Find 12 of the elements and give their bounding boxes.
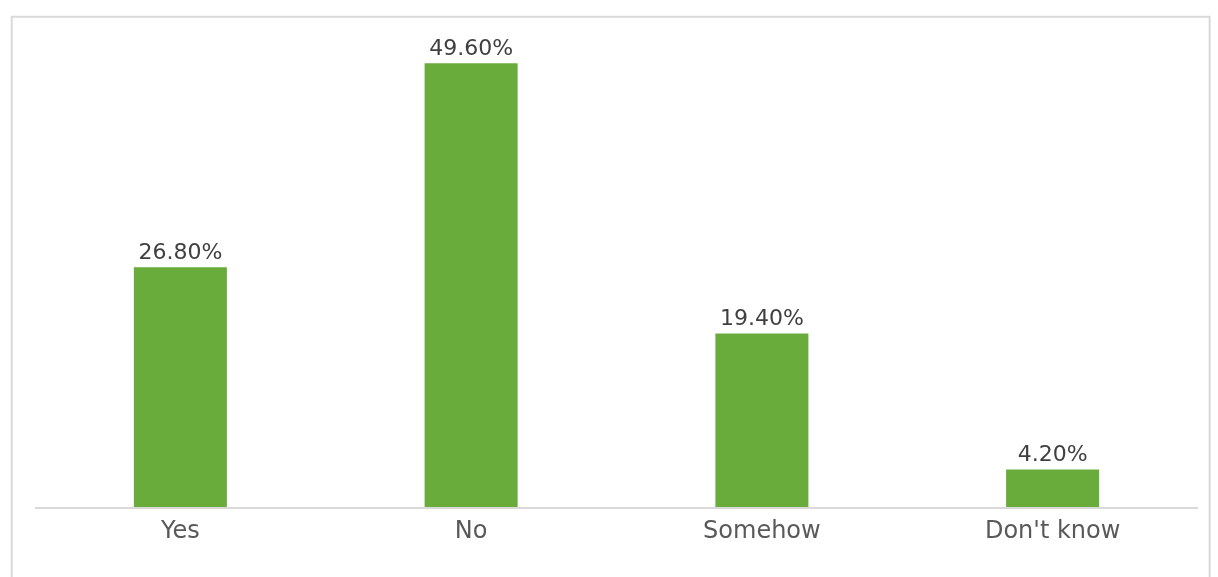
bar xyxy=(715,333,809,507)
x-tick-label: Somehow xyxy=(703,515,821,544)
data-label: 4.20% xyxy=(1017,441,1088,467)
bar xyxy=(133,267,227,507)
bar xyxy=(1006,469,1100,507)
data-label: 49.60% xyxy=(429,35,514,61)
x-tick-label: Don't know xyxy=(984,515,1121,544)
x-tick-label: No xyxy=(454,515,488,544)
data-label: 19.40% xyxy=(719,305,804,331)
data-label: 26.80% xyxy=(138,239,223,265)
bar xyxy=(424,63,518,507)
x-tick-label: Yes xyxy=(160,515,200,544)
